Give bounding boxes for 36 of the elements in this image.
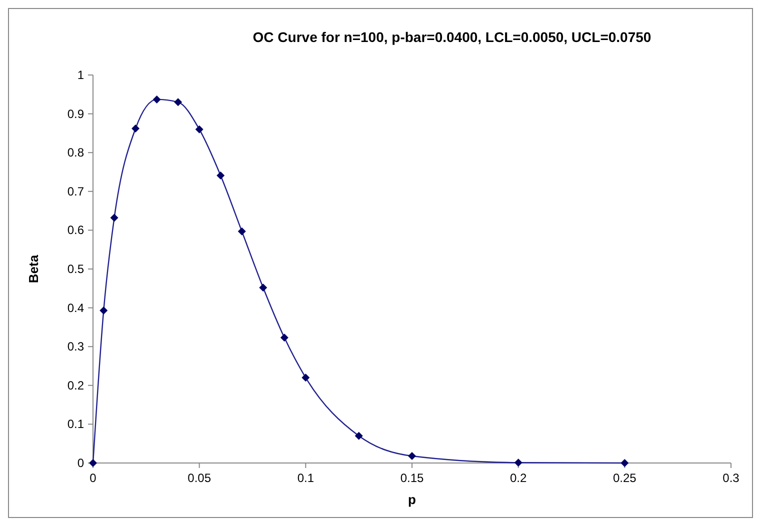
y-tick-label: 0.5 — [67, 262, 84, 276]
y-tick-label: 0.8 — [67, 146, 84, 160]
point — [238, 227, 246, 236]
point — [174, 98, 182, 106]
y-tick-label: 0.3 — [67, 340, 84, 354]
y-tick-label: 0.9 — [67, 106, 84, 121]
y-tick-label: 0.7 — [67, 184, 84, 198]
point — [302, 374, 310, 382]
point — [195, 125, 204, 134]
point — [514, 458, 522, 467]
point — [216, 171, 225, 180]
x-tick-label: 0.3 — [722, 471, 740, 485]
point — [354, 432, 363, 440]
y-tick-label: 0.2 — [67, 378, 84, 392]
x-tick-label: 0.25 — [612, 471, 637, 485]
point — [280, 334, 288, 342]
point — [132, 124, 140, 133]
x-tick-label: 0.2 — [510, 471, 527, 485]
y-tick-label: 0 — [77, 456, 84, 470]
y-tick-label: 0.4 — [67, 300, 84, 315]
y-tick-label: 1 — [77, 68, 84, 82]
chart-title: OC Curve for n=100, p-bar=0.0400, LCL=0.0050, UCL=0.0750 — [252, 29, 652, 45]
point — [152, 95, 161, 104]
point — [100, 306, 108, 315]
point — [259, 284, 268, 292]
y-tick-label: 0.1 — [67, 417, 84, 432]
y-axis-title: Beta — [26, 254, 41, 284]
x-tick-label: 0 — [90, 471, 97, 485]
x-tick-label: 0.1 — [297, 471, 314, 485]
point — [110, 214, 118, 222]
point — [408, 452, 416, 460]
x-tick-label: 0.15 — [400, 471, 424, 485]
x-tick-label: 0.05 — [188, 471, 212, 485]
x-axis-title: p — [408, 492, 416, 507]
point — [620, 459, 629, 467]
y-tick-label: 0.6 — [67, 223, 84, 238]
